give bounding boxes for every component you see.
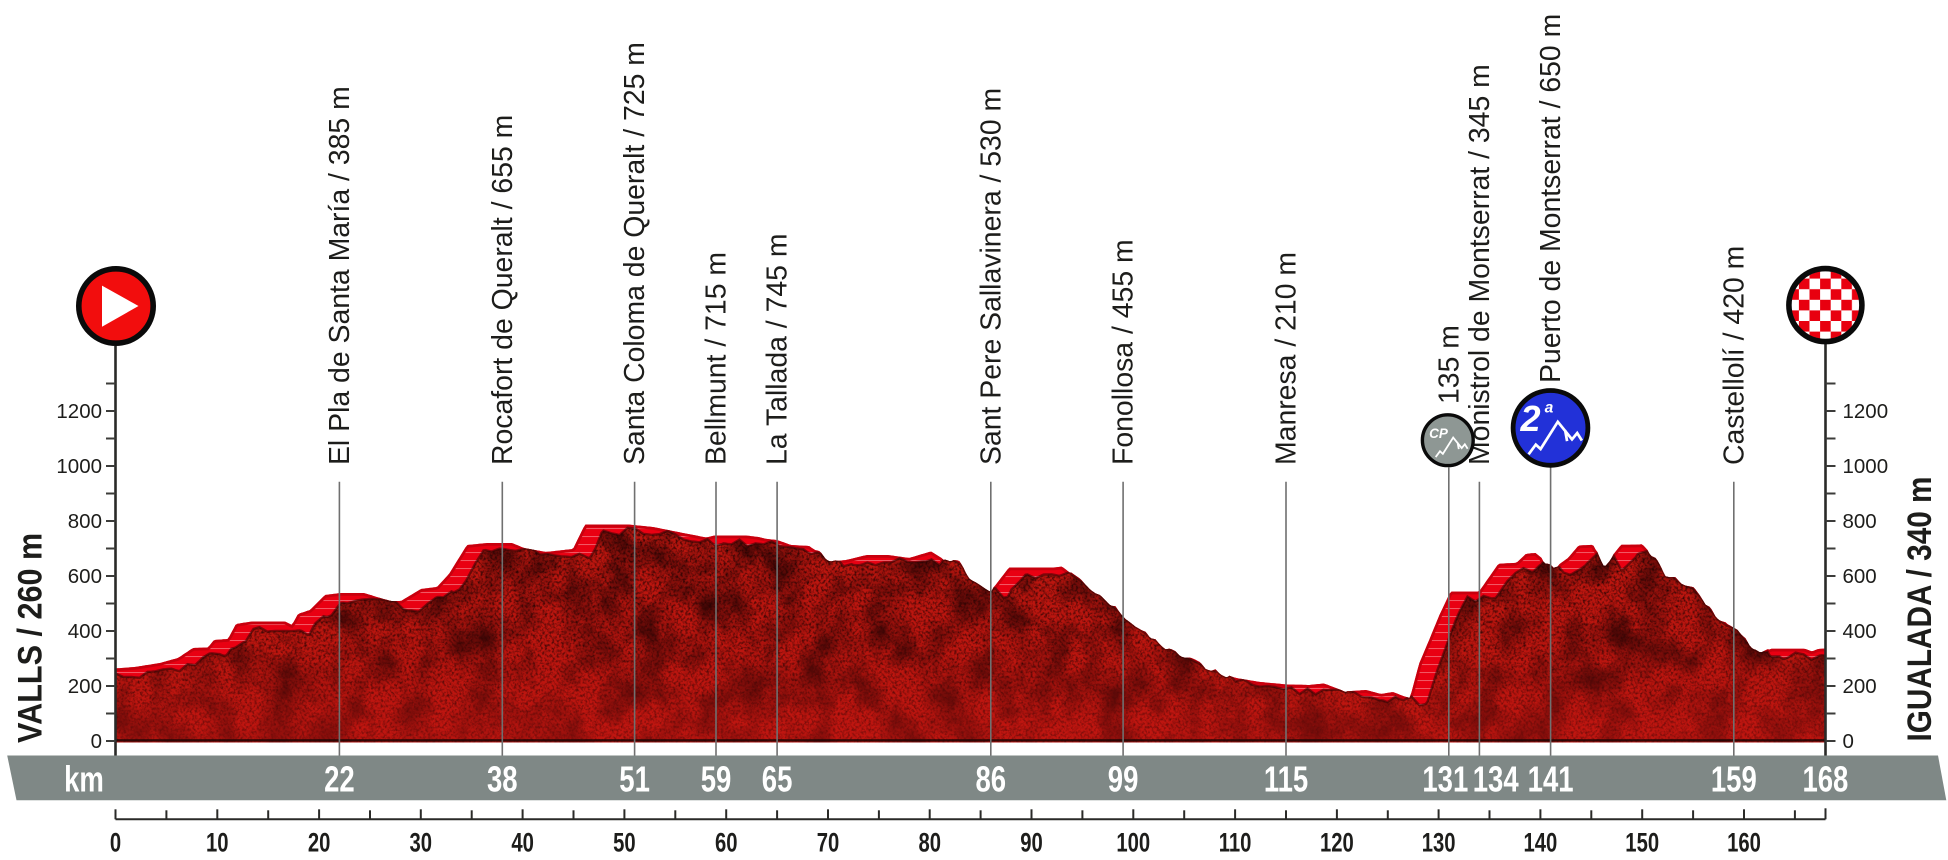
svg-text:80: 80 [918, 828, 941, 859]
svg-text:km: km [64, 759, 104, 800]
svg-text:200: 200 [1843, 675, 1877, 698]
svg-text:0: 0 [110, 828, 121, 859]
svg-text:90: 90 [1020, 828, 1043, 859]
svg-text:168: 168 [1802, 759, 1848, 800]
svg-text:800: 800 [68, 510, 102, 533]
svg-text:20: 20 [308, 828, 331, 859]
svg-text:141: 141 [1528, 759, 1574, 800]
svg-text:Monistrol de Montserrat / 345: Monistrol de Montserrat / 345 m [1464, 64, 1496, 465]
svg-text:38: 38 [487, 759, 518, 800]
svg-text:110: 110 [1219, 828, 1252, 859]
svg-text:0: 0 [91, 730, 102, 753]
svg-text:ª: ª [1543, 400, 1553, 427]
svg-text:100: 100 [1116, 828, 1150, 859]
svg-text:Manresa / 210 m: Manresa / 210 m [1271, 252, 1303, 465]
svg-text:159: 159 [1711, 759, 1757, 800]
svg-text:134: 134 [1473, 759, 1519, 800]
svg-text:1000: 1000 [1843, 455, 1889, 478]
svg-text:800: 800 [1843, 510, 1877, 533]
svg-text:115: 115 [1264, 759, 1308, 800]
svg-text:IGUALADA / 340 m: IGUALADA / 340 m [1900, 477, 1938, 742]
svg-text:30: 30 [410, 828, 433, 859]
svg-text:600: 600 [1843, 565, 1877, 588]
svg-text:Sant Pere Sallavinera / 530 m: Sant Pere Sallavinera / 530 m [975, 88, 1007, 465]
svg-text:65: 65 [762, 759, 793, 800]
svg-text:El Pla de Santa María / 385 m: El Pla de Santa María / 385 m [324, 86, 356, 465]
svg-text:VALLS / 260 m: VALLS / 260 m [11, 533, 49, 743]
svg-text:59: 59 [701, 759, 732, 800]
svg-text:400: 400 [68, 620, 102, 643]
svg-text:Santa Coloma de Queralt / 725: Santa Coloma de Queralt / 725 m [619, 42, 651, 465]
svg-text:La Tallada / 745 m: La Tallada / 745 m [762, 234, 794, 466]
svg-text:CP: CP [1429, 426, 1449, 441]
svg-text:10: 10 [206, 828, 229, 859]
svg-text:600: 600 [68, 565, 102, 588]
svg-text:Rocafort de Queralt / 655 m: Rocafort de Queralt / 655 m [487, 115, 519, 465]
svg-text:70: 70 [817, 828, 840, 859]
svg-text:1200: 1200 [56, 400, 102, 423]
svg-text:0: 0 [1843, 730, 1854, 753]
svg-text:150: 150 [1625, 828, 1659, 859]
svg-text:1200: 1200 [1843, 400, 1889, 423]
svg-text:Fonollosa / 455 m: Fonollosa / 455 m [1108, 239, 1140, 465]
svg-text:Bellmunt / 715 m: Bellmunt / 715 m [701, 252, 733, 465]
svg-text:135 m: 135 m [1433, 325, 1465, 404]
svg-text:Castellolí / 420 m: Castellolí / 420 m [1718, 246, 1750, 465]
svg-text:131: 131 [1422, 759, 1468, 800]
svg-text:1000: 1000 [56, 455, 102, 478]
svg-text:60: 60 [715, 828, 738, 859]
svg-text:2: 2 [1519, 398, 1540, 439]
svg-text:400: 400 [1843, 620, 1877, 643]
svg-text:50: 50 [613, 828, 636, 859]
svg-text:200: 200 [68, 675, 102, 698]
svg-text:22: 22 [324, 759, 355, 800]
svg-text:51: 51 [619, 759, 650, 800]
svg-text:Puerto de Montserrat / 650 m: Puerto de Montserrat / 650 m [1535, 14, 1567, 383]
svg-text:99: 99 [1108, 759, 1139, 800]
svg-text:40: 40 [511, 828, 534, 859]
svg-text:160: 160 [1727, 828, 1761, 859]
svg-text:120: 120 [1320, 828, 1354, 859]
svg-text:140: 140 [1524, 828, 1558, 859]
svg-text:130: 130 [1422, 828, 1456, 859]
svg-text:86: 86 [975, 759, 1006, 800]
